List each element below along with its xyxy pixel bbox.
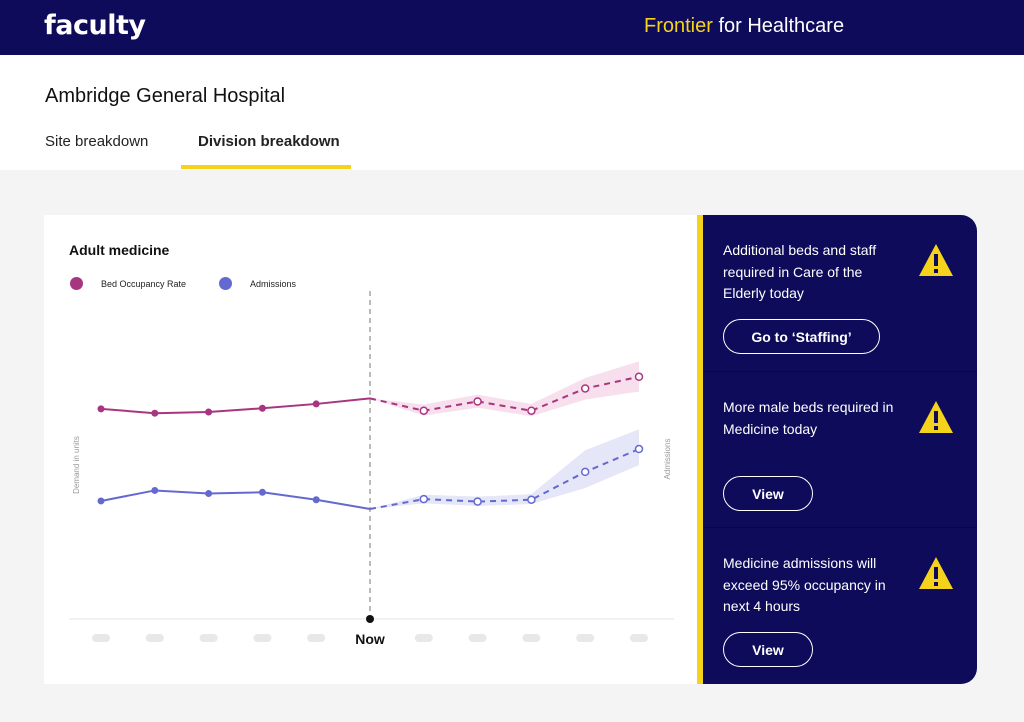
- warning-icon: [919, 557, 953, 589]
- page-title: Ambridge General Hospital: [45, 85, 286, 107]
- x-tick-placeholder: [253, 634, 272, 642]
- admissions-actual-point: [97, 497, 105, 505]
- admissions-forecast-point: [634, 444, 644, 454]
- now-marker: [366, 615, 374, 623]
- alert-card: Additional beds and staff required in Ca…: [703, 215, 977, 371]
- tab-division-breakdown[interactable]: Division breakdown: [198, 133, 340, 150]
- warning-icon: [919, 244, 953, 276]
- admissions-forecast-band: [370, 429, 639, 509]
- faculty-logo[interactable]: faculty: [44, 10, 146, 41]
- occupancy-actual-line: [100, 397, 371, 415]
- admissions-actual-line: [100, 489, 371, 510]
- occupancy-actual-point: [312, 400, 320, 408]
- admissions-actual-point: [312, 496, 320, 504]
- occupancy-forecast-point: [580, 384, 590, 393]
- x-tick-placeholder: [468, 634, 487, 642]
- alert-card: Medicine admissions will exceed 95% occu…: [703, 527, 977, 683]
- product-name: Frontier for Healthcare: [644, 15, 844, 38]
- y2-axis-label: Admissions: [663, 439, 672, 480]
- legend-swatch-occupancy: [70, 277, 83, 290]
- admissions-forecast-point: [580, 467, 590, 477]
- alerts-panel: Additional beds and staff required in Ca…: [703, 215, 977, 684]
- active-tab-indicator: [181, 165, 351, 169]
- x-tick-placeholder: [145, 634, 164, 642]
- x-tick-placeholder: [576, 634, 595, 642]
- legend-item-occupancy: Bed Occupancy Rate: [70, 277, 186, 290]
- occupancy-forecast-line: [369, 375, 640, 412]
- view-button[interactable]: View: [723, 476, 813, 511]
- y-axis-label: Demand in units: [72, 436, 81, 494]
- occupancy-forecast-point: [473, 397, 482, 406]
- alert-message: More male beds required in Medicine toda…: [723, 399, 894, 437]
- occupancy-forecast-band: [370, 361, 639, 417]
- tab-site-breakdown[interactable]: Site breakdown: [45, 133, 149, 150]
- occupancy-forecast-point: [419, 406, 429, 415]
- forecast-chart: Now Demand in units Admissions: [69, 291, 674, 647]
- occupancy-actual-point: [205, 408, 213, 416]
- admissions-actual-point: [205, 490, 213, 498]
- alert-card: More male beds required in Medicine toda…: [703, 371, 977, 527]
- x-tick-placeholder: [630, 634, 648, 642]
- admissions-forecast-line: [369, 448, 640, 510]
- top-bar: faculty Frontier for Healthcare: [0, 0, 1024, 55]
- accent-divider: [697, 215, 703, 684]
- product-name-rest: for Healthcare: [712, 15, 845, 37]
- admissions-forecast-point: [419, 494, 429, 504]
- occupancy-actual-point: [258, 404, 266, 412]
- x-tick-placeholder: [307, 634, 326, 642]
- admissions-forecast-point: [473, 497, 482, 506]
- legend-label-admissions: Admissions: [250, 278, 297, 289]
- legend-item-admissions: Admissions: [219, 277, 296, 290]
- warning-icon: [919, 401, 953, 433]
- x-tick-label: Now: [355, 631, 385, 647]
- chart-card: Adult medicine Bed Occupancy Rate Admiss…: [44, 215, 700, 684]
- legend-swatch-admissions: [219, 277, 232, 290]
- go-to-staffing-button[interactable]: Go to ‘Staffing’: [723, 319, 880, 354]
- chart-title: Adult medicine: [69, 242, 170, 258]
- legend-label-occupancy: Bed Occupancy Rate: [101, 278, 187, 289]
- occupancy-forecast-point: [634, 372, 644, 381]
- admissions-actual-point: [258, 488, 266, 496]
- alert-message: Additional beds and staff required in Ca…: [723, 242, 877, 301]
- x-tick-placeholder: [199, 634, 218, 642]
- page-header: Ambridge General Hospital Site breakdown…: [0, 55, 1024, 170]
- x-tick-placeholder: [522, 634, 541, 642]
- occupancy-actual-point: [97, 405, 105, 413]
- admissions-actual-point: [151, 486, 159, 494]
- admissions-forecast-point: [527, 495, 536, 504]
- x-tick-placeholder: [414, 634, 433, 642]
- occupancy-forecast-point: [527, 406, 536, 415]
- x-tick-placeholder: [92, 634, 110, 642]
- view-button[interactable]: View: [723, 632, 813, 667]
- alert-message: Medicine admissions will exceed 95% occu…: [723, 555, 886, 614]
- occupancy-actual-point: [151, 409, 159, 417]
- product-name-accent: Frontier: [644, 15, 713, 37]
